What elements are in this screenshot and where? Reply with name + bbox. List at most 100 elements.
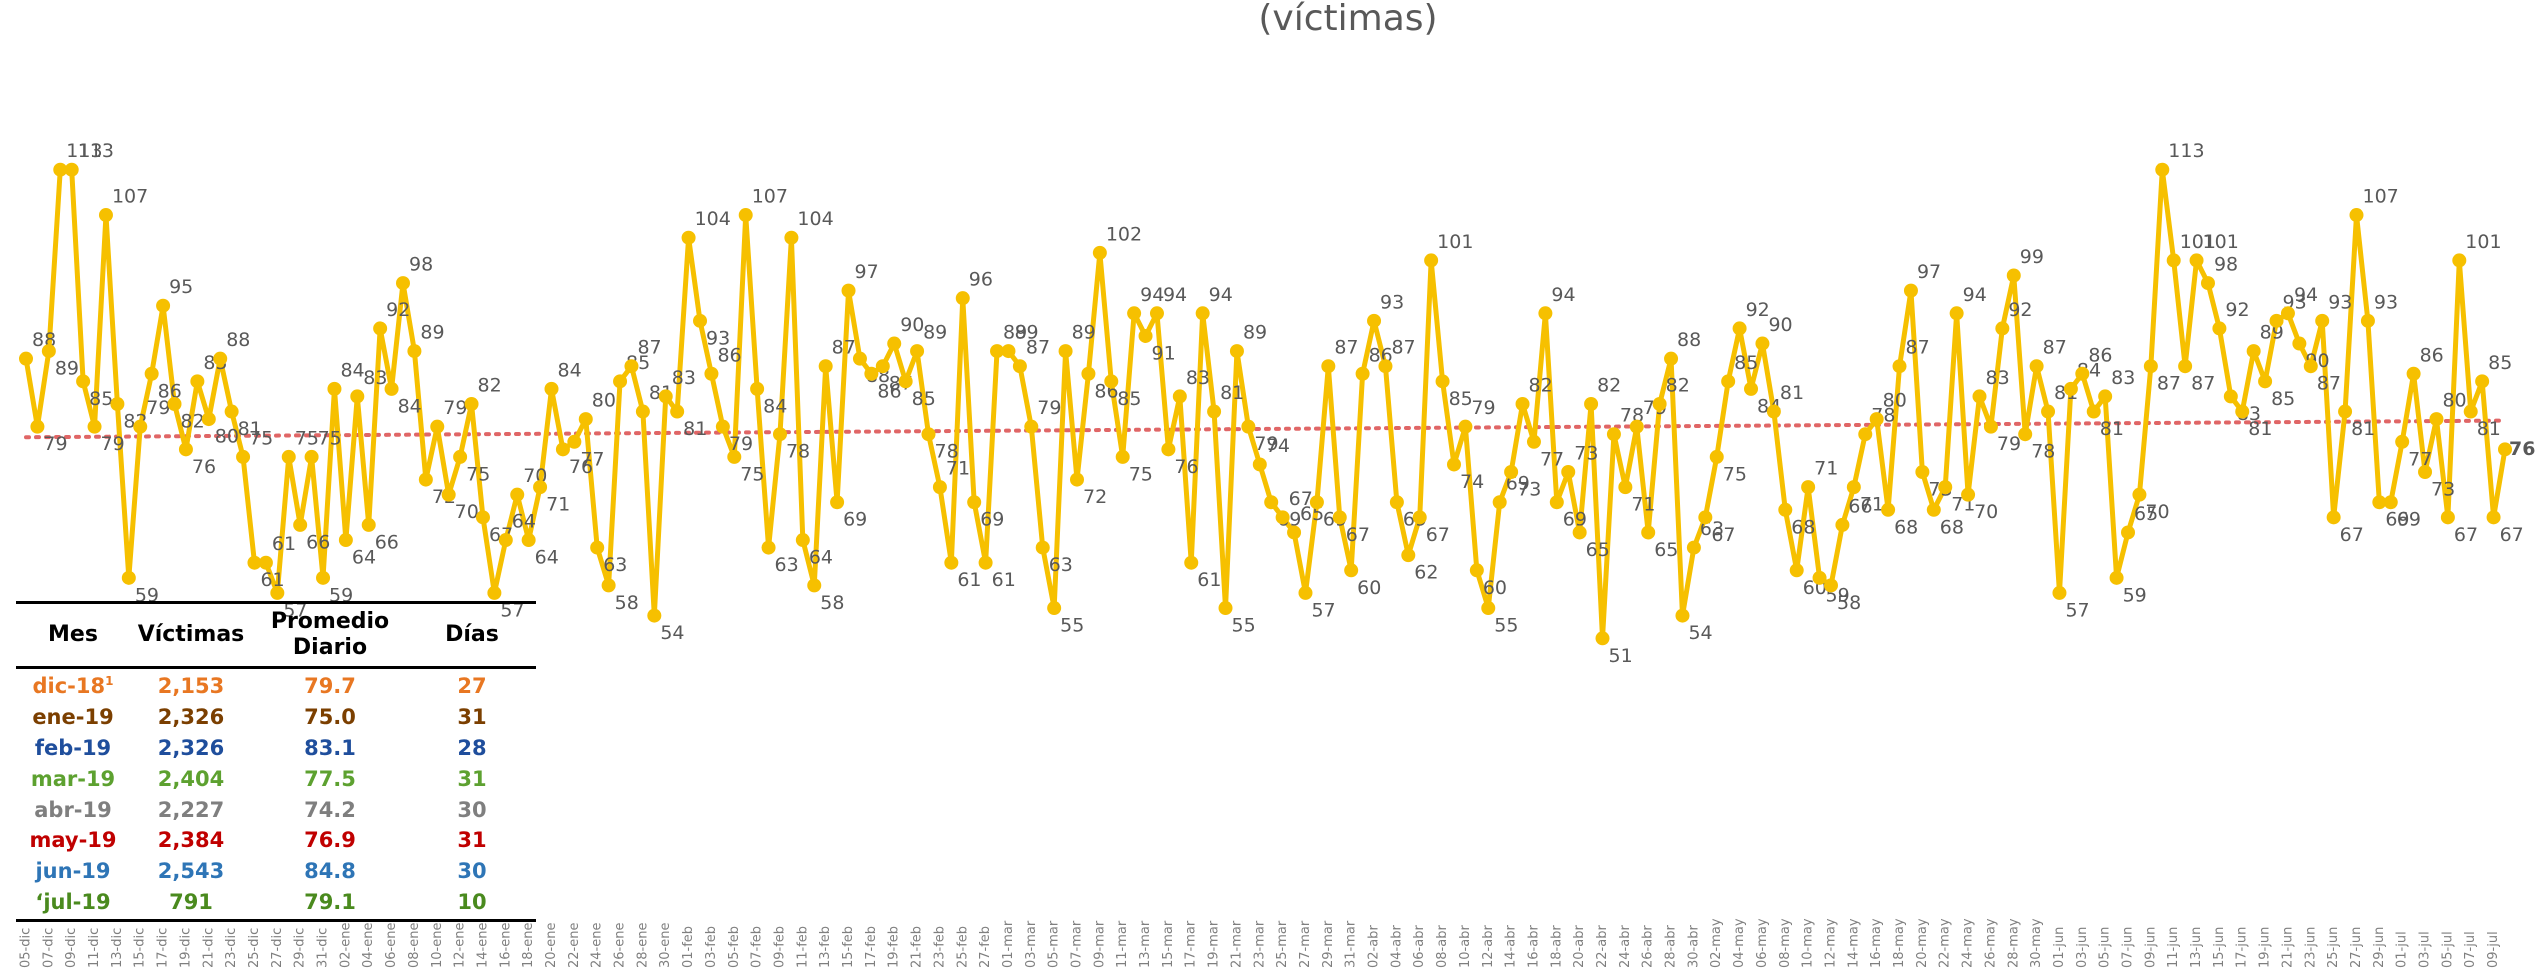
data-point [190,374,204,388]
data-label: 85 [1449,388,1473,410]
data-label: 57 [2065,599,2089,621]
cell-text: jun-19 [35,859,110,883]
table-cell: dic-181 [16,674,130,698]
table-cell: 2,153 [130,674,252,698]
data-point [602,578,616,592]
data-point [545,382,559,396]
data-label: 75 [295,427,319,449]
data-label: 63 [603,554,627,576]
data-point [2361,314,2375,328]
table-row: ene-192,32675.031 [16,702,536,733]
data-point [533,480,547,494]
data-point [704,367,718,381]
data-label: 89 [923,322,947,344]
data-label: 61 [992,569,1016,591]
data-label: 83 [672,367,696,389]
data-label: 71 [946,458,970,480]
data-point [636,405,650,419]
table-cell: abr-19 [16,798,130,822]
cell-text: may-19 [29,828,116,852]
data-point [567,435,581,449]
data-point [316,571,330,585]
table-row: dic-1812,15379.727 [16,671,536,702]
data-point [670,405,684,419]
cell-text: 2,326 [158,736,224,760]
data-point [1790,563,1804,577]
data-point [1847,480,1861,494]
data-label: 68 [1940,516,1964,538]
data-point [1310,495,1324,509]
table-cell: ‘jul-19 [16,890,130,914]
table-cell: 2,543 [130,859,252,883]
x-tick-label: 27-jun [2349,927,2364,968]
data-label: 85 [912,388,936,410]
data-point [944,556,958,570]
data-label: 67 [2454,524,2478,546]
data-label: 57 [1311,599,1335,621]
data-label: 65 [1586,539,1610,561]
data-point [1264,495,1278,509]
x-tick-label: 25-dic [247,928,262,968]
data-label: 82 [181,410,205,432]
data-label: 73 [2431,479,2455,501]
data-label: 80 [592,390,616,412]
data-label: 63 [775,554,799,576]
x-tick-label: 16-may [1869,918,1884,968]
data-label: 90 [900,314,924,336]
data-label: 101 [2203,231,2239,253]
data-point [807,578,821,592]
x-tick-label: 21-dic [201,928,216,968]
x-tick-label: 11-jun [2166,927,2181,968]
footnote-mark: 1 [105,674,113,688]
data-label: 75 [249,427,273,449]
x-tick-label: 18-may [1892,918,1907,968]
data-point [1984,420,1998,434]
data-label: 87 [832,337,856,359]
data-point [1378,359,1392,373]
data-label: 113 [2168,140,2204,162]
data-label: 80 [215,426,239,448]
table-cell: 84.8 [252,859,408,883]
data-label: 54 [1688,622,1712,644]
x-tick-label: 16-abr [1526,925,1541,968]
data-point [202,412,216,426]
data-point [1287,525,1301,539]
data-point [1401,548,1415,562]
cell-text: 2,404 [158,767,224,791]
data-point [1093,246,1107,260]
data-point [2235,405,2249,419]
data-label: 75 [318,427,342,449]
data-point [2064,382,2078,396]
data-label: 73 [1517,479,1541,501]
x-tick-label: 14-may [1846,918,1861,968]
data-point [1630,420,1644,434]
cell-text: 76.9 [304,828,356,852]
data-label: 81 [1220,382,1244,404]
data-point [1596,631,1610,645]
x-tick-label: 17-feb [864,926,879,968]
data-point [1036,541,1050,555]
data-point [579,412,593,426]
table-cell: 77.5 [252,767,408,791]
data-label: 70 [2145,501,2169,523]
table-cell: 28 [408,736,536,760]
data-label: 64 [809,547,833,569]
x-tick-label: 10-abr [1458,925,1473,968]
cell-text: ene-19 [32,705,113,729]
x-tick-label: 17-dic [156,928,171,968]
data-point [2395,435,2409,449]
data-label: 82 [1666,374,1690,396]
x-tick-label: 20-abr [1572,925,1587,968]
table-cell: 10 [408,890,536,914]
x-tick-label: 25-mar [1275,920,1290,968]
data-point [2475,374,2489,388]
data-label: 75 [1723,463,1747,485]
data-point [1276,510,1290,524]
x-tick-label: 13-dic [110,928,125,968]
x-tick-label: 26-abr [1641,925,1656,968]
data-point [2487,510,2501,524]
x-tick-label: 22-abr [1595,925,1610,968]
cell-text: 31 [457,767,486,791]
table-cell: 31 [408,767,536,791]
data-label: 67 [1711,524,1735,546]
